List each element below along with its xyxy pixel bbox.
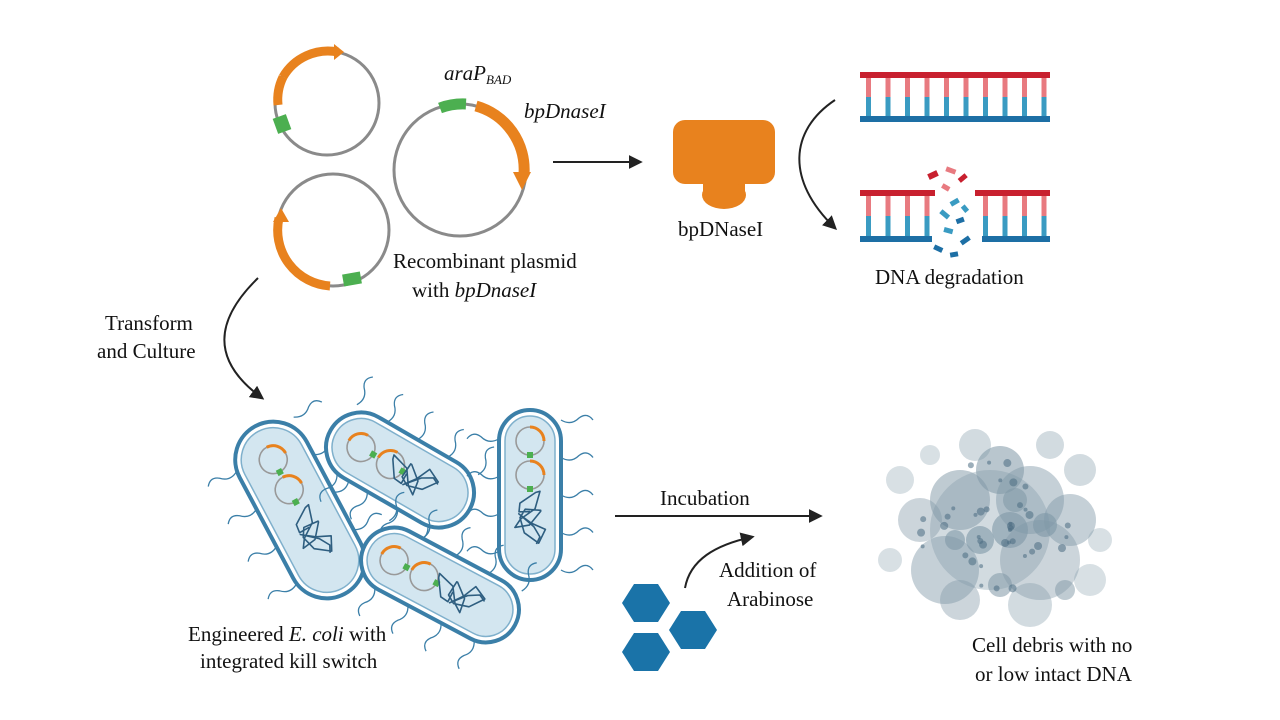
debris-caption-line1: Cell debris with no: [972, 633, 1132, 657]
enzyme-label: bpDNaseI: [678, 217, 763, 241]
plasmid-caption-line1: Recombinant plasmid: [393, 249, 577, 273]
ecoli-cell: [466, 408, 594, 582]
cell-debris: [878, 429, 1112, 627]
arabinose-arrow: [684, 532, 755, 589]
ecoli-cells: [207, 376, 594, 670]
promoter-araPBAD: [438, 98, 467, 114]
incubation-label: Incubation: [660, 486, 750, 510]
ecoli-caption-line1: Engineered E. coli with: [188, 622, 387, 646]
dna-fragments: [927, 166, 971, 258]
arabinose-label-line1: Addition of: [719, 558, 816, 582]
dna-degradation-label: DNA degradation: [875, 265, 1024, 289]
small-plasmid-top: [272, 44, 381, 157]
transform-label-line1: Transform: [105, 311, 193, 335]
promoter-label: araPBAD: [444, 61, 512, 87]
arabinose-molecules: [622, 584, 717, 671]
recombinant-plasmid: [392, 98, 531, 238]
enzyme-icon: [673, 120, 775, 209]
intact-dna: [860, 72, 1050, 122]
small-plasmid-bottom: [273, 172, 391, 291]
ecoli-caption-line2: integrated kill switch: [200, 649, 378, 673]
ecoli-cell: [207, 400, 402, 601]
arabinose-label-line2: Arabinose: [727, 587, 813, 611]
degradation-arrow: [798, 99, 838, 230]
transform-arrow: [223, 277, 265, 400]
transform-label-line2: and Culture: [97, 339, 196, 363]
plasmid-caption-line2: with bpDnaseI: [412, 278, 537, 302]
degraded-dna: [860, 166, 1050, 258]
debris-caption-line2: or low intact DNA: [975, 662, 1133, 686]
ecoli-cell: [357, 491, 537, 670]
gene-label: bpDnaseI: [524, 99, 607, 123]
